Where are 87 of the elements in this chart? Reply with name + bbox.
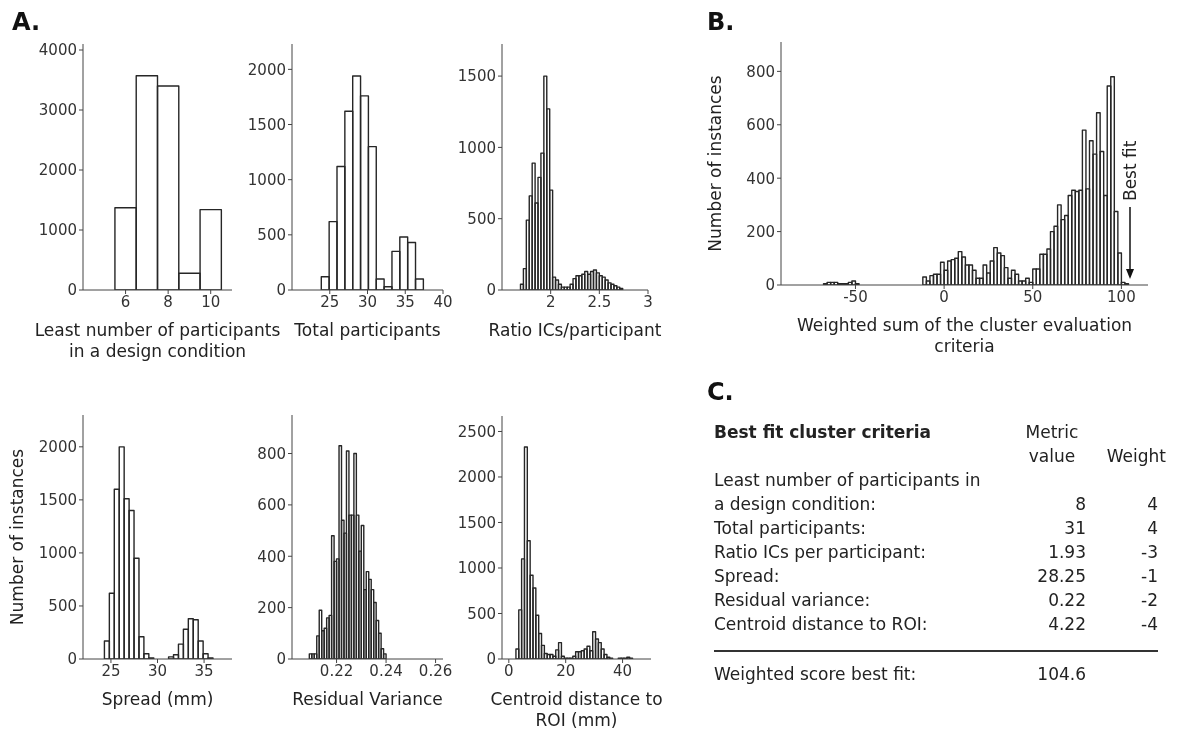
text: Weighted score best fit: (714, 663, 918, 686)
x-axis-title: Centroid distance to ROI (mm) (489, 689, 664, 731)
x-tick-label: 2 (545, 292, 556, 311)
x-tick-label: 20 (556, 661, 576, 680)
x-tick-label: 40 (433, 292, 453, 311)
x-axis-title: Spread (mm) (100, 689, 215, 710)
x-axis-title: Weighted sum of the cluster evaluation criteria (795, 315, 1134, 357)
chart-title: A. (12, 8, 41, 36)
text: -3 (1140, 541, 1159, 564)
y-tick-label: 500 (257, 226, 286, 245)
y-tick-label: 600 (257, 496, 286, 515)
text: Best fit cluster criteria (714, 421, 932, 444)
annotation: Best fit (1120, 140, 1140, 201)
text: 8 (1074, 493, 1086, 516)
x-tick-label: 35 (395, 292, 415, 311)
x-tick-label: 0.24 (369, 661, 403, 680)
y-tick-label: 800 (257, 444, 286, 463)
text: 31 (1063, 517, 1086, 540)
x-tick-label: 100 (1107, 287, 1136, 306)
x-tick-label: 0 (939, 287, 949, 306)
y-tick-label: 1000 (457, 559, 496, 578)
text: Metric value (1024, 421, 1080, 468)
x-tick-label: 30 (147, 661, 168, 680)
x-tick-label: 2.5 (587, 292, 612, 311)
y-tick-label: 800 (746, 62, 775, 81)
text: -4 (1140, 613, 1159, 636)
y-tick-label: 2000 (38, 438, 77, 457)
y-tick-label: 400 (746, 169, 775, 188)
text: -1 (1140, 565, 1159, 588)
y-tick-label: 1500 (457, 67, 496, 86)
text: -2 (1140, 589, 1159, 612)
y-tick-label: 200 (746, 222, 775, 241)
text: Residual variance: (714, 589, 872, 612)
text: 104.6 (1036, 663, 1086, 686)
x-tick-label: 40 (613, 661, 633, 680)
y-axis-title: Number of instances (705, 75, 726, 252)
y-tick-label: 4000 (38, 41, 77, 60)
text: Spread: (714, 565, 781, 588)
x-tick-label: 25 (320, 292, 340, 311)
text: Centroid distance to ROI: (714, 613, 929, 636)
y-tick-label: 1500 (38, 491, 77, 510)
x-tick-label: 30 (357, 292, 378, 311)
text: 28.25 (1036, 565, 1086, 588)
x-tick-label: 50 (1023, 287, 1043, 306)
x-tick-label: -50 (843, 287, 868, 306)
y-tick-label: 1000 (38, 221, 77, 240)
x-tick-label: 10 (201, 292, 221, 311)
x-tick-label: 6 (120, 292, 131, 311)
y-tick-label: 2000 (247, 60, 286, 79)
text: Weight (1105, 445, 1166, 468)
text: 4.22 (1047, 613, 1086, 636)
y-tick-label: 400 (257, 547, 286, 566)
text: Least number of participants in a design condition: (714, 469, 982, 516)
x-tick-label: 0 (504, 661, 514, 680)
text: Ratio ICs per participant: (714, 541, 927, 564)
y-tick-label: 2000 (38, 161, 77, 180)
chart-title: B. (707, 8, 735, 36)
y-tick-label: 3000 (38, 101, 77, 120)
text: 0.22 (1047, 589, 1086, 612)
y-tick-label: 600 (746, 116, 775, 135)
y-tick-label: 1500 (457, 513, 496, 532)
y-tick-label: 2500 (457, 422, 496, 441)
y-axis-title: Number of instances (7, 448, 28, 626)
y-tick-label: 2000 (457, 468, 496, 487)
x-axis-title: Least number of participants in a design condition (33, 320, 282, 362)
text: C. (707, 378, 734, 406)
text: 4 (1146, 493, 1159, 516)
x-axis-title: Residual Variance (291, 689, 444, 710)
y-tick-label: 500 (467, 210, 496, 229)
text: 1.93 (1047, 541, 1086, 564)
x-axis-title: Ratio ICs/participant (487, 320, 663, 341)
y-tick-label: 500 (467, 604, 496, 623)
y-tick-label: 1000 (38, 544, 77, 563)
text: Total participants: (714, 517, 867, 540)
y-tick-label: 200 (257, 598, 286, 617)
x-tick-label: 35 (194, 661, 214, 680)
x-tick-label: 0.22 (319, 661, 354, 680)
y-tick-label: 1000 (457, 138, 496, 157)
y-tick-label: 1500 (247, 115, 286, 134)
x-tick-label: 3 (643, 292, 653, 311)
text: 4 (1146, 517, 1159, 540)
y-tick-label: 500 (48, 597, 77, 616)
x-tick-label: 25 (101, 661, 121, 680)
x-axis-title: Total participants (294, 320, 441, 340)
y-tick-label: 1000 (247, 171, 286, 190)
x-tick-label: 8 (163, 292, 173, 311)
x-tick-label: 0.26 (418, 661, 453, 680)
